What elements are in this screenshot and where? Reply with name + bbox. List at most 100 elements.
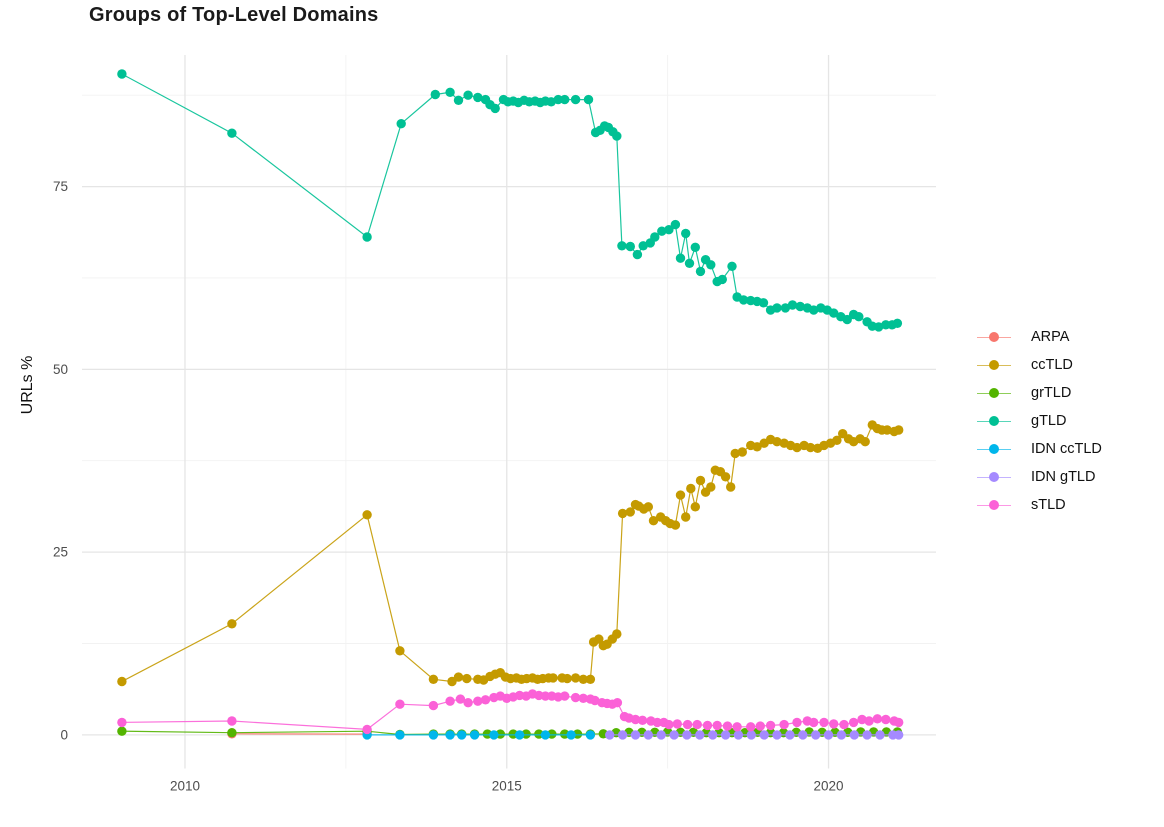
- data-point-gtld: [638, 241, 648, 251]
- data-point-gtld: [706, 260, 716, 270]
- data-point-gtld: [727, 261, 737, 271]
- data-point-stld: [652, 717, 662, 728]
- data-point-cctld: [227, 619, 237, 629]
- data-point-gtld: [227, 128, 237, 138]
- data-point-gtld: [829, 308, 839, 318]
- data-point-gtld: [117, 69, 127, 79]
- data-point-cctld: [648, 516, 659, 526]
- data-point-gtld: [670, 219, 681, 230]
- data-point-gtld: [690, 242, 700, 252]
- data-point-cctld: [860, 437, 870, 447]
- data-point-gtld: [892, 318, 903, 328]
- data-point-idn-gtld: [605, 730, 615, 740]
- legend-item-grtld: grTLD: [977, 379, 1102, 407]
- data-point-gtld: [695, 266, 706, 277]
- data-point-gtld: [758, 298, 769, 308]
- data-point-idn-cctld: [585, 730, 596, 740]
- data-point-idn-gtld: [875, 730, 885, 740]
- data-point-gtld: [650, 232, 660, 242]
- legend-item-idn-gtld: IDN gTLD: [977, 463, 1102, 491]
- data-point-stld: [480, 695, 491, 705]
- x-tick-label: 2010: [170, 779, 200, 794]
- data-point-gtld: [795, 301, 805, 312]
- data-point-idn-gtld: [759, 730, 769, 740]
- data-point-idn-gtld: [785, 730, 795, 740]
- data-point-idn-gtld: [849, 730, 859, 740]
- data-point-stld: [578, 693, 588, 703]
- data-point-stld: [779, 719, 789, 730]
- data-point-stld: [848, 717, 859, 728]
- data-point-cctld: [670, 520, 681, 530]
- chart-title: Groups of Top-Level Domains: [89, 4, 379, 26]
- legend-item-idn-cctld: IDN ccTLD: [977, 435, 1102, 463]
- data-point-stld: [395, 699, 405, 709]
- data-point-grtld: [117, 726, 127, 736]
- data-point-gtld: [854, 312, 864, 322]
- data-point-idn-gtld: [746, 730, 756, 740]
- legend-label: IDN gTLD: [1031, 469, 1096, 485]
- data-point-stld: [570, 692, 581, 703]
- data-point-stld: [692, 719, 702, 730]
- data-point-gtld: [874, 322, 884, 332]
- data-point-cctld: [117, 676, 127, 687]
- data-point-gtld: [787, 300, 798, 310]
- data-point-cctld: [625, 507, 635, 517]
- data-point-gtld: [453, 95, 464, 106]
- data-point-cctld: [681, 512, 691, 522]
- data-point-stld: [809, 717, 819, 728]
- data-point-gtld: [583, 94, 594, 105]
- data-point-cctld: [395, 646, 405, 656]
- data-point-idn-gtld: [643, 730, 653, 740]
- data-point-idn-gtld: [894, 730, 904, 740]
- data-point-stld: [722, 721, 733, 731]
- data-point-stld: [864, 716, 874, 726]
- data-point-gtld: [430, 89, 440, 100]
- data-point-stld: [463, 698, 473, 708]
- data-point-idn-cctld: [445, 730, 455, 740]
- data-point-gtld: [617, 241, 627, 251]
- data-point-cctld: [737, 447, 747, 457]
- data-point-cctld: [548, 673, 558, 683]
- legend: ARPA ccTLD grTLD gTLD IDN ccTLD IDN gTLD sTLD: [977, 323, 1102, 519]
- legend-label: ARPA: [1031, 329, 1070, 345]
- data-point-stld: [792, 717, 802, 728]
- data-point-gtld: [553, 94, 563, 105]
- data-point-gtld: [445, 87, 455, 98]
- data-point-idn-cctld: [395, 730, 405, 740]
- x-tick-label: 2020: [814, 779, 844, 794]
- data-point-idn-cctld: [457, 730, 467, 740]
- data-point-stld: [857, 714, 867, 725]
- data-point-cctld: [772, 437, 782, 447]
- legend-item-stld: sTLD: [977, 491, 1102, 519]
- data-point-stld: [872, 714, 883, 724]
- data-point-stld: [117, 717, 127, 728]
- data-point-cctld: [894, 425, 904, 435]
- data-point-stld: [630, 714, 641, 725]
- data-point-idn-gtld: [682, 730, 692, 740]
- data-point-gtld: [612, 131, 622, 141]
- series-line-cctld: [121, 423, 899, 683]
- data-point-idn-cctld: [540, 730, 551, 740]
- y-tick-label: 75: [53, 179, 68, 194]
- data-point-gtld: [632, 249, 643, 260]
- data-point-stld: [819, 717, 829, 728]
- data-point-idn-cctld: [514, 730, 525, 740]
- data-point-stld: [881, 714, 891, 725]
- legend-key-icon: [977, 497, 1011, 513]
- data-point-idn-cctld: [469, 730, 480, 740]
- legend-label: grTLD: [1031, 385, 1072, 401]
- y-tick-label: 50: [53, 362, 68, 377]
- data-point-idn-gtld: [669, 730, 679, 740]
- data-point-gtld: [396, 119, 406, 129]
- data-point-gtld: [780, 303, 791, 313]
- data-point-grtld: [227, 728, 237, 738]
- data-point-idn-gtld: [836, 730, 847, 740]
- data-point-stld: [455, 694, 466, 704]
- legend-item-cctld: ccTLD: [977, 351, 1102, 379]
- legend-label: sTLD: [1031, 497, 1066, 513]
- data-point-cctld: [594, 634, 604, 644]
- y-tick-label: 0: [60, 727, 68, 742]
- data-point-gtld: [463, 90, 473, 100]
